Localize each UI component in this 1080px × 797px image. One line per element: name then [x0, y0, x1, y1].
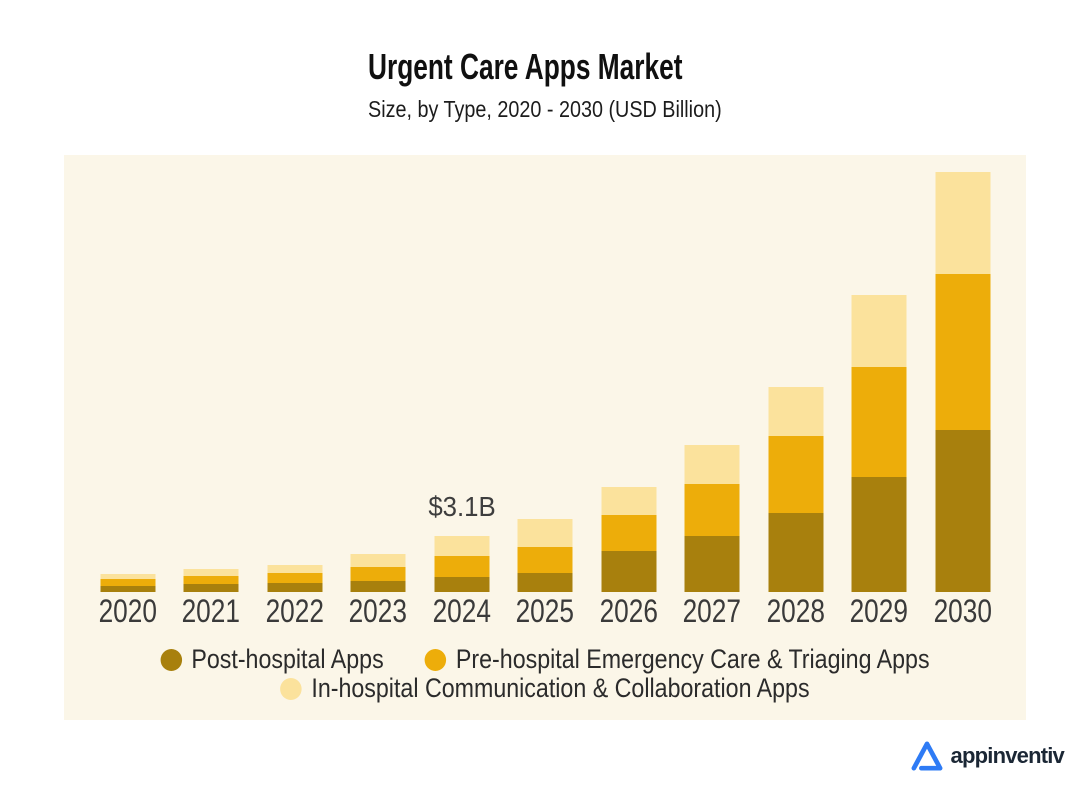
appinventiv-triangle-icon [911, 741, 943, 771]
segment [935, 273, 990, 430]
x-axis-label-2030: 2030 [933, 593, 992, 629]
x-axis-label-2025: 2025 [515, 593, 575, 629]
segment [267, 583, 322, 592]
x-axis-label-2021: 2021 [181, 593, 241, 629]
chart-panel: 2020 2021 2022 2023 $3.1B 2024 2025 2026 2027 202… [64, 155, 1026, 720]
chart-title: Urgent Care Apps Market [368, 46, 683, 87]
x-axis-label-2023: 2023 [348, 593, 408, 629]
chart-header: Urgent Care Apps Market Size, by Type, 2… [368, 46, 799, 124]
x-axis-label-2029: 2029 [849, 593, 909, 629]
stacked-bar-2022 [267, 564, 322, 592]
segment [183, 576, 239, 585]
legend-label-in-hospital: In-hospital Communication & Collaboratio… [311, 673, 810, 703]
segment [350, 580, 406, 592]
stacked-bar-2029 [851, 294, 907, 592]
bar-column-2028: 2028 [754, 155, 838, 628]
bar-column-2030: 2030 [921, 155, 1005, 628]
segment [350, 566, 406, 581]
segment [267, 564, 322, 574]
legend-item-post-hospital: Post-hospital Apps [160, 644, 384, 675]
segment [517, 519, 573, 547]
segment [768, 513, 823, 592]
segment [434, 536, 489, 557]
appinventiv-logo: appinventiv [910, 741, 1065, 771]
legend-marker-in-hospital-icon [280, 677, 302, 700]
legend-row-2: In-hospital Communication & Collaboratio… [131, 673, 958, 704]
stacked-bar-2027 [684, 444, 740, 592]
segment [601, 486, 656, 515]
stacked-bar-2023 [350, 553, 406, 592]
legend-marker-post-hospital-icon [160, 648, 182, 671]
plot-area: 2020 2021 2022 2023 $3.1B 2024 2025 2026 2027 202… [64, 155, 1026, 628]
legend-item-pre-hospital: Pre-hospital Emergency Care & Triaging A… [424, 644, 930, 675]
legend-label-pre-hospital: Pre-hospital Emergency Care & Triaging A… [455, 644, 930, 674]
legend-item-in-hospital: In-hospital Communication & Collaboratio… [280, 673, 810, 704]
segment [100, 574, 155, 579]
segment [768, 387, 823, 437]
stacked-bar-2025 [517, 519, 573, 592]
value-annotation: $3.1B [427, 490, 496, 522]
stacked-bar-2020 [100, 574, 155, 592]
stacked-bar-2021 [183, 568, 239, 592]
appinventiv-wordmark: appinventiv [950, 743, 1065, 768]
stacked-bar-2028 [768, 387, 823, 592]
segment [183, 584, 239, 592]
bar-column-2024: $3.1B 2024 [420, 155, 504, 628]
legend-marker-pre-hospital-icon [424, 648, 447, 671]
segment [434, 576, 489, 592]
segment [100, 578, 155, 587]
bar-column-2029: 2029 [837, 155, 921, 628]
segment [768, 436, 823, 514]
legend-label-post-hospital: Post-hospital Apps [191, 644, 384, 674]
bar-column-2027: 2027 [670, 155, 754, 628]
stacked-bar-2030 [935, 171, 990, 592]
bar-column-2025: 2025 [503, 155, 587, 628]
bar-column-2022: 2022 [253, 155, 337, 628]
segment [935, 429, 990, 592]
segment [434, 556, 489, 577]
bar-column-2023: 2023 [336, 155, 420, 628]
segment [517, 546, 573, 574]
segment [684, 536, 740, 592]
x-axis-label-2024: 2024 [432, 593, 491, 629]
segment [183, 568, 239, 577]
bar-column-2026: 2026 [587, 155, 671, 628]
stacked-bar-2024 [434, 536, 489, 592]
x-axis-label-2020: 2020 [98, 593, 157, 629]
segment [601, 551, 656, 592]
x-axis-label-2027: 2027 [682, 593, 742, 629]
segment [851, 477, 907, 592]
x-axis-label-2026: 2026 [599, 593, 658, 629]
segment [684, 483, 740, 537]
segment [100, 586, 155, 592]
segment [851, 367, 907, 478]
segment [935, 171, 990, 274]
x-axis-label-2028: 2028 [766, 593, 825, 629]
segment [601, 514, 656, 552]
bar-column-2021: 2021 [169, 155, 253, 628]
stacked-bar-2026 [601, 486, 656, 592]
segment [267, 573, 322, 584]
chart-subtitle: Size, by Type, 2020 - 2030 (USD Billion) [368, 96, 722, 123]
bar-column-2020: 2020 [86, 155, 170, 628]
x-axis-label-2022: 2022 [265, 593, 324, 629]
segment [851, 294, 907, 368]
segment [517, 573, 573, 592]
segment [684, 444, 740, 484]
segment [350, 553, 406, 567]
legend-row-1: Post-hospital Apps Pre-hospital Emergenc… [131, 644, 958, 675]
legend: Post-hospital Apps Pre-hospital Emergenc… [64, 644, 1026, 704]
